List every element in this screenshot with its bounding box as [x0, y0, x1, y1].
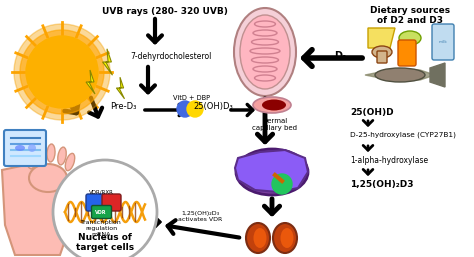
Ellipse shape	[399, 31, 421, 45]
Circle shape	[187, 101, 203, 117]
Text: 1,25(OH)₂D₃
activates VDR: 1,25(OH)₂D₃ activates VDR	[178, 211, 222, 222]
Circle shape	[20, 30, 104, 114]
Ellipse shape	[15, 145, 25, 151]
Circle shape	[38, 48, 86, 96]
Ellipse shape	[262, 99, 286, 111]
Ellipse shape	[254, 228, 266, 248]
Text: Nucleus of
target cells: Nucleus of target cells	[76, 233, 134, 252]
Polygon shape	[86, 70, 95, 94]
Text: D-25-hydroxylase (CYP27B1): D-25-hydroxylase (CYP27B1)	[350, 132, 456, 139]
Ellipse shape	[246, 223, 270, 253]
Circle shape	[177, 101, 193, 117]
Circle shape	[28, 144, 36, 152]
Polygon shape	[2, 162, 72, 255]
FancyBboxPatch shape	[398, 40, 416, 66]
Text: 25(OH)D₃: 25(OH)D₃	[193, 102, 233, 111]
Ellipse shape	[273, 223, 297, 253]
Circle shape	[26, 36, 98, 108]
FancyBboxPatch shape	[432, 24, 454, 60]
Text: Transcription
regulation
mRNA: Transcription regulation mRNA	[81, 220, 121, 237]
Text: Pre-D₃: Pre-D₃	[110, 102, 137, 111]
Text: milk: milk	[438, 40, 447, 44]
Text: 1-alpha-hydroxylase: 1-alpha-hydroxylase	[350, 156, 428, 165]
Circle shape	[272, 174, 292, 194]
Ellipse shape	[47, 144, 55, 162]
Text: 1,25(OH)₂D3: 1,25(OH)₂D3	[350, 180, 413, 189]
FancyBboxPatch shape	[4, 130, 46, 166]
Polygon shape	[430, 63, 445, 87]
Ellipse shape	[29, 164, 67, 192]
Circle shape	[14, 24, 110, 120]
Polygon shape	[117, 77, 125, 99]
Ellipse shape	[36, 146, 44, 164]
Polygon shape	[235, 150, 308, 192]
Ellipse shape	[58, 147, 66, 165]
Polygon shape	[102, 49, 112, 75]
Text: VitD + DBP: VitD + DBP	[173, 95, 210, 101]
Text: UVB rays (280- 320 UVB): UVB rays (280- 320 UVB)	[102, 7, 228, 16]
Text: 7-dehyrdocholesterol: 7-dehyrdocholesterol	[130, 52, 211, 61]
Ellipse shape	[281, 228, 293, 248]
Ellipse shape	[26, 151, 34, 169]
FancyBboxPatch shape	[377, 51, 387, 63]
Ellipse shape	[240, 15, 290, 89]
FancyBboxPatch shape	[102, 194, 121, 211]
Ellipse shape	[253, 97, 291, 113]
Ellipse shape	[375, 68, 425, 82]
FancyBboxPatch shape	[86, 194, 105, 211]
Polygon shape	[365, 70, 435, 80]
Text: VDR/RXR: VDR/RXR	[89, 189, 113, 194]
Ellipse shape	[65, 153, 75, 171]
Text: 25(OH)D: 25(OH)D	[350, 108, 393, 117]
Text: D₂: D₂	[334, 51, 346, 61]
Circle shape	[53, 160, 157, 257]
FancyBboxPatch shape	[91, 206, 111, 218]
Text: Dietary sources
of D2 and D3: Dietary sources of D2 and D3	[370, 6, 450, 25]
Ellipse shape	[236, 149, 308, 195]
Text: Dermal
capillary bed: Dermal capillary bed	[253, 118, 298, 131]
Ellipse shape	[372, 46, 392, 58]
Ellipse shape	[234, 8, 296, 96]
Polygon shape	[368, 28, 395, 48]
Text: VDR: VDR	[95, 209, 107, 215]
